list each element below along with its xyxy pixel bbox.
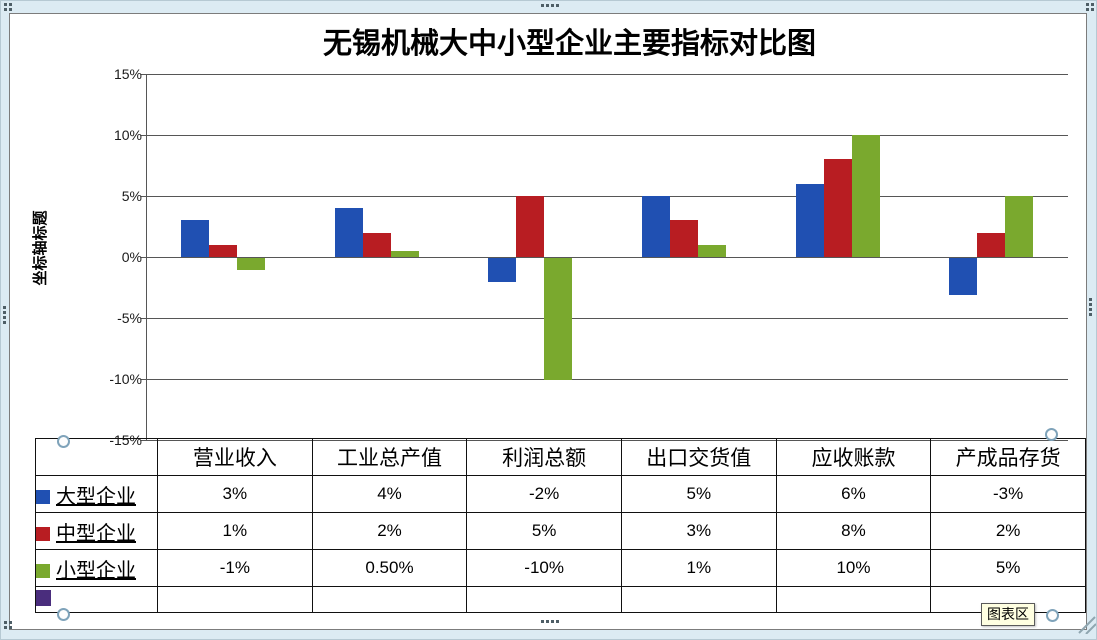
value-cell: 4% (311, 475, 468, 513)
legend-series-name: 中型企业 (56, 522, 136, 545)
bar-小型企业-应收账款[interactable] (851, 135, 880, 257)
value-cell: 2% (311, 512, 468, 550)
gridline (146, 196, 1068, 197)
bar-小型企业-利润总额[interactable] (544, 258, 573, 380)
bar-小型企业-产成品存货[interactable] (1005, 196, 1034, 257)
bar-中型企业-出口交货值[interactable] (669, 220, 698, 257)
value-cell: 3% (157, 475, 313, 513)
plot-selection-circle-bottom-left[interactable] (57, 608, 70, 621)
y-axis-line (146, 74, 147, 441)
y-axis-tick-label: 5% (121, 188, 142, 204)
table-corner-cell (35, 438, 158, 476)
y-axis-tick-label: -5% (117, 310, 142, 326)
value-cell (311, 586, 468, 613)
chart-data-table: 营业收入 工业总产值 利润总额 出口交货值 应收账款 产成品存货 大型企业 3% 4% -2% 5%… (35, 438, 1086, 613)
bar-中型企业-工业总产值[interactable] (362, 232, 391, 257)
resize-handle-left-middle[interactable] (3, 306, 6, 324)
value-cell (157, 586, 313, 613)
bar-大型企业-利润总额[interactable] (488, 258, 517, 283)
value-cell: 5% (466, 512, 622, 550)
value-cell: 3% (620, 512, 777, 550)
y-axis-tick-label: 10% (113, 127, 142, 143)
category-header-cell: 出口交货值 (620, 438, 777, 476)
value-cell: 6% (775, 475, 932, 513)
value-cell: 2% (930, 512, 1086, 550)
bar-大型企业-营业收入[interactable] (180, 220, 209, 257)
gridline (146, 135, 1068, 136)
value-cell: -2% (466, 475, 622, 513)
bar-大型企业-应收账款[interactable] (795, 183, 824, 257)
gridline (146, 74, 1068, 75)
category-header-cell: 工业总产值 (311, 438, 468, 476)
y-axis-tick (141, 257, 146, 258)
y-axis-tick-label: 15% (113, 66, 142, 82)
value-cell: 0.50% (311, 549, 468, 587)
category-header-cell: 应收账款 (775, 438, 932, 476)
category-header-cell: 利润总额 (466, 438, 622, 476)
bar-大型企业-工业总产值[interactable] (334, 208, 363, 257)
plot-selection-circle-bottom-right[interactable] (1046, 609, 1059, 622)
value-cell: -10% (466, 549, 622, 587)
value-cell: 5% (930, 549, 1086, 587)
y-axis-tick (141, 135, 146, 136)
bar-中型企业-利润总额[interactable] (516, 196, 545, 257)
bar-中型企业-产成品存货[interactable] (977, 232, 1006, 257)
chart-title[interactable]: 无锡机械大中小型企业主要指标对比图 (322, 28, 816, 60)
bar-小型企业-营业收入[interactable] (236, 258, 265, 271)
value-cell: 5% (620, 475, 777, 513)
y-axis-tick (141, 318, 146, 319)
y-axis-tick (141, 196, 146, 197)
gridline (146, 257, 1068, 258)
bar-小型企业-工业总产值[interactable] (390, 250, 419, 257)
bar-中型企业-应收账款[interactable] (823, 159, 852, 257)
legend-series-name: 大型企业 (56, 485, 136, 508)
value-cell: -1% (157, 549, 313, 587)
legend-item[interactable]: 大型企业 (35, 475, 158, 513)
bar-大型企业-产成品存货[interactable] (949, 258, 978, 295)
category-header-cell: 产成品存货 (930, 438, 1086, 476)
resize-handle-top-right[interactable] (1086, 3, 1094, 11)
resize-handle-bottom-left[interactable] (4, 621, 12, 629)
bar-小型企业-出口交货值[interactable] (697, 244, 726, 257)
value-cell (775, 586, 932, 613)
chart-area-tooltip: 图表区 (981, 603, 1035, 626)
y-axis-tick-label: 0% (121, 249, 142, 265)
bar-大型企业-出口交货值[interactable] (641, 196, 670, 257)
resize-handle-bottom-center[interactable] (541, 620, 559, 623)
bar-中型企业-营业收入[interactable] (208, 244, 237, 257)
category-header-cell: 营业收入 (157, 438, 313, 476)
resize-handle-right-middle[interactable] (1089, 298, 1092, 316)
plot-selection-circle-top-right[interactable] (1045, 428, 1058, 441)
y-axis-tick (141, 74, 146, 75)
resize-handle-top-left[interactable] (4, 3, 12, 11)
value-cell (466, 586, 622, 613)
y-axis-tick-label: -10% (109, 371, 142, 387)
diagonal-resize-grip-icon[interactable] (1076, 614, 1096, 634)
value-cell: 8% (775, 512, 932, 550)
legend-item-empty[interactable] (35, 586, 158, 613)
legend-swatch-icon (36, 489, 50, 504)
gridline (146, 318, 1068, 319)
plot-selection-circle-top-left[interactable] (57, 435, 70, 448)
legend-item[interactable]: 中型企业 (35, 512, 158, 550)
y-axis-tick (141, 379, 146, 380)
value-cell (620, 586, 777, 613)
legend-series-name: 小型企业 (56, 559, 136, 582)
y-axis-title[interactable]: 坐标轴标题 (33, 210, 49, 286)
value-cell: -3% (930, 475, 1086, 513)
legend-swatch-icon (36, 526, 50, 541)
gridline (146, 379, 1068, 380)
legend-swatch-icon (36, 563, 50, 578)
value-cell: 1% (620, 549, 777, 587)
value-cell: 10% (775, 549, 932, 587)
legend-swatch-icon (36, 590, 51, 606)
value-cell: 1% (157, 512, 313, 550)
resize-handle-top-center[interactable] (541, 4, 559, 7)
legend-item[interactable]: 小型企业 (35, 549, 158, 587)
